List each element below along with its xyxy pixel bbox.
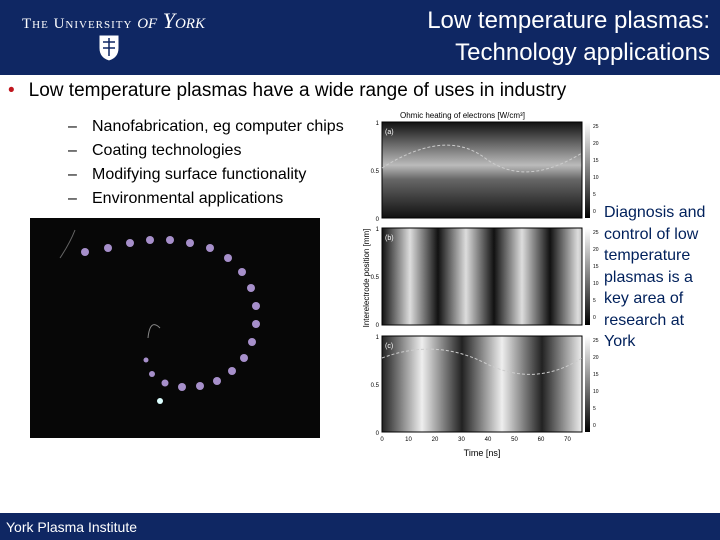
footer-text: York Plasma Institute <box>6 519 137 535</box>
colorbar-tick: 25 <box>593 230 599 236</box>
y-tick-label: 0.5 <box>371 169 380 175</box>
crest <box>98 34 120 62</box>
sub-bullet-text: Environmental applications <box>92 190 284 207</box>
panel-label: (b) <box>385 235 394 242</box>
x-tick-label: 60 <box>538 437 545 443</box>
y-tick-label: 1 <box>376 227 380 233</box>
x-tick-label: 70 <box>564 437 571 443</box>
colorbar-tick: 5 <box>593 192 596 198</box>
sub-bullet: – Nanofabrication, eg computer chips <box>68 118 344 135</box>
sub-bullet: – Coating technologies <box>68 142 242 159</box>
y-tick-label: 1 <box>376 335 380 341</box>
colorbar-tick: 20 <box>593 141 599 147</box>
title-line: Technology applications <box>455 39 710 66</box>
colorbar-tick: 0 <box>593 315 596 321</box>
colorbar-tick: 5 <box>593 406 596 412</box>
sub-bullet-text: Modifying surface functionality <box>92 166 307 183</box>
colorbar-tick: 5 <box>593 298 596 304</box>
figure-title: Ohmic heating of electrons [W/cm³] <box>400 111 525 120</box>
sub-bullet-text: Coating technologies <box>92 142 242 159</box>
sub-bullet: – Environmental applications <box>68 190 284 207</box>
header-bar: The University of York Low temperature p… <box>0 0 720 75</box>
sub-bullet-text: Nanofabrication, eg computer chips <box>92 118 344 135</box>
colorbar-tick: 25 <box>593 124 599 130</box>
panel-label: (a) <box>385 129 394 136</box>
colorbar-tick: 0 <box>593 423 596 429</box>
simulation-figure: Ohmic heating of electrons [W/cm³] Intere… <box>362 111 599 458</box>
slide-title: Low temperature plasmas: Technology appl… <box>427 5 710 69</box>
colorbar-tick: 15 <box>593 158 599 164</box>
plasma-photo <box>30 218 320 438</box>
y-tick-label: 0 <box>376 217 380 223</box>
y-tick-label: 0.5 <box>371 275 380 281</box>
panel-label: (c) <box>385 343 393 350</box>
logo-text: The University <box>22 16 133 32</box>
colorbar-tick: 15 <box>593 372 599 378</box>
x-tick-label: 20 <box>432 437 439 443</box>
colorbar-tick: 10 <box>593 281 599 287</box>
colorbar-tick: 10 <box>593 175 599 181</box>
side-text: Diagnosis and control of low temperature… <box>604 204 706 350</box>
x-tick-label: 10 <box>405 437 412 443</box>
figure-x-label: Time [ns] <box>464 448 501 458</box>
y-tick-label: 0 <box>376 431 380 437</box>
x-tick-label: 30 <box>458 437 465 443</box>
colorbar-tick: 20 <box>593 355 599 361</box>
colorbar-tick: 25 <box>593 338 599 344</box>
sub-bullet: – Modifying surface functionality <box>68 166 307 183</box>
colorbar-tick: 10 <box>593 389 599 395</box>
figure-y-label: Interelectrode position [mm] <box>362 229 371 328</box>
colorbar-tick: 15 <box>593 264 599 270</box>
colorbar-tick: 0 <box>593 209 596 215</box>
x-tick-label: 50 <box>511 437 518 443</box>
y-tick-label: 0 <box>376 323 380 329</box>
footer-bar: York Plasma Institute <box>0 513 720 540</box>
bullet-text: Low temperature plasmas have a wide rang… <box>28 80 567 101</box>
logo-york: of York <box>137 8 205 33</box>
bullet: • Low temperature plasmas have a wide ran… <box>8 80 567 101</box>
y-tick-label: 1 <box>376 121 380 127</box>
title-line: Low temperature plasmas: <box>427 7 710 34</box>
x-tick-label: 40 <box>485 437 492 443</box>
x-tick-label: 0 <box>380 437 384 443</box>
y-tick-label: 0.5 <box>371 383 380 389</box>
logo: The University of York <box>22 8 205 34</box>
colorbar-tick: 20 <box>593 247 599 253</box>
